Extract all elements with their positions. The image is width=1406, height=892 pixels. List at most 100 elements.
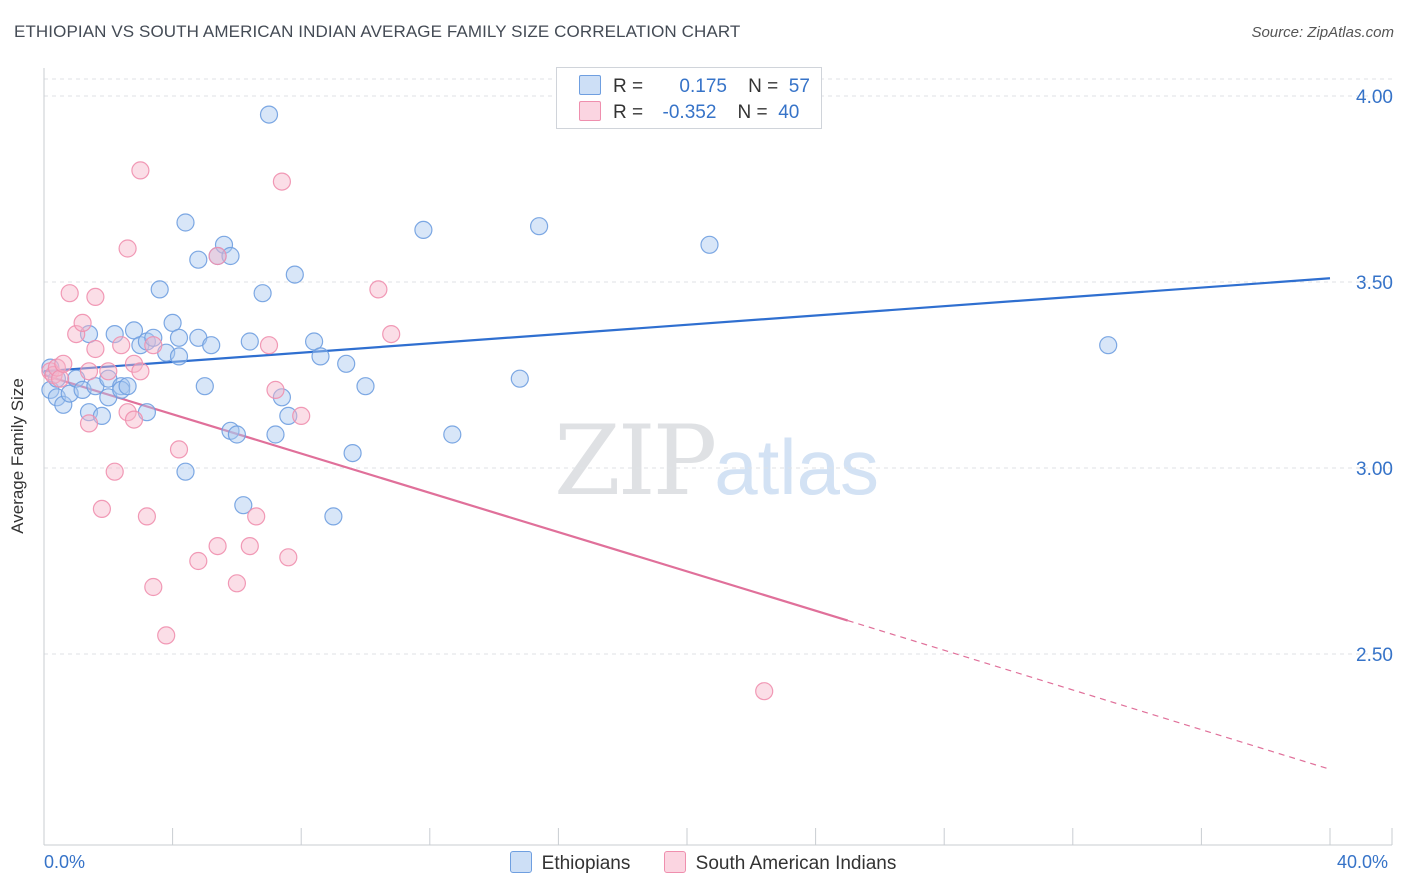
south-american-indians-point xyxy=(99,362,118,381)
ethiopians-point xyxy=(324,507,343,526)
n-value-ethiopians: 57 xyxy=(788,76,810,97)
south-american-indians-point xyxy=(755,682,774,701)
legend-row-south-american-indians: R = -0.352 N = 40 xyxy=(579,101,799,125)
south-american-indians-point xyxy=(369,280,388,299)
ethiopians-point xyxy=(443,425,462,444)
south-american-indians-point xyxy=(118,239,137,258)
legend-item-ethiopians: Ethiopians xyxy=(509,851,630,875)
n-label: N = xyxy=(737,102,768,123)
ethiopians-point xyxy=(202,336,221,355)
south-american-indians-point xyxy=(79,362,99,381)
south-american-indians-point xyxy=(92,499,112,518)
x-tick-label-max: 40.0% xyxy=(1337,852,1389,872)
y-axis-label: Average Family Size xyxy=(8,378,27,534)
south-american-indians-point xyxy=(131,161,150,180)
correlation-legend: R = 0.175 N = 57 R = -0.352 N = 40 xyxy=(556,67,822,129)
y-tick-label: 2.50 xyxy=(1356,645,1393,666)
legend-item-south-american-indians: South American Indians xyxy=(663,851,897,875)
ethiopians-point xyxy=(144,328,163,347)
ethiopians-point xyxy=(169,347,189,366)
ethiopians-trend-line xyxy=(43,277,1331,373)
ethiopians-point xyxy=(240,332,259,351)
ethiopians-point xyxy=(272,388,291,407)
south-american-indians-point xyxy=(60,284,79,303)
legend-row-ethiopians: R = 0.175 N = 57 xyxy=(579,75,810,99)
grid-layer xyxy=(44,78,1392,655)
ethiopians-point xyxy=(700,235,719,254)
legend-swatch-ethiopians xyxy=(509,851,532,873)
legend-swatch-ethiopians xyxy=(579,75,601,95)
r-label: R = xyxy=(613,102,644,123)
south-american-indians-point xyxy=(131,362,150,381)
south-american-indians-point xyxy=(240,536,259,556)
south-american-indians-point xyxy=(50,369,70,388)
r-value-south-american-indians: -0.352 xyxy=(662,102,717,123)
r-value-ethiopians: 0.175 xyxy=(679,76,727,97)
legend-swatch-south-american-indians xyxy=(579,101,601,121)
ethiopians-point xyxy=(169,328,189,347)
ethiopians-point xyxy=(176,213,195,232)
south-american-indians-point xyxy=(86,339,105,359)
south-american-indians-point xyxy=(272,172,291,191)
ethiopians-point xyxy=(356,377,375,396)
ethiopians-point xyxy=(337,354,356,373)
south-american-indians-point xyxy=(124,410,144,429)
ethiopians-point xyxy=(221,246,240,266)
ethiopians-point xyxy=(279,406,298,425)
source-label: Source: ZipAtlas.com xyxy=(1251,24,1394,41)
south-american-indians-point xyxy=(112,336,131,355)
south-american-indians-point xyxy=(54,354,73,373)
r-label: R = xyxy=(613,76,644,97)
y-tick-label: 3.50 xyxy=(1356,273,1393,294)
legend-swatch-south-american-indians xyxy=(663,851,686,873)
ethiopians-point xyxy=(189,250,208,269)
south-american-indians-point xyxy=(79,414,99,433)
south-american-indians-point xyxy=(124,354,144,373)
south-american-indians-point xyxy=(86,287,105,306)
ethiopians-point xyxy=(414,220,433,239)
points-layer xyxy=(41,105,1118,701)
south-american-indians-point xyxy=(144,336,163,355)
ethiopians-point xyxy=(1099,336,1118,355)
ethiopians-point xyxy=(227,425,246,444)
ethiopians-point xyxy=(105,325,124,344)
ethiopians-point xyxy=(234,496,253,515)
south-american-indians-point xyxy=(292,406,311,425)
legend-label-south-american-indians: South American Indians xyxy=(695,853,897,874)
ethiopians-point xyxy=(510,369,529,388)
south-american-indians-point xyxy=(144,577,163,597)
ethiopians-point xyxy=(529,217,549,236)
chart-title: ETHIOPIAN VS SOUTH AMERICAN INDIAN AVERA… xyxy=(14,22,741,41)
x-tick-label-min: 0.0% xyxy=(44,852,86,872)
south-american-indians-point xyxy=(279,548,298,567)
ethiopians-point xyxy=(176,462,195,481)
watermark-atlas: atlas xyxy=(714,423,879,511)
watermark-zip: ZIP xyxy=(554,405,717,517)
south-american-indians-point xyxy=(118,403,137,422)
series-legend: Ethiopians South American Indians xyxy=(0,851,1406,875)
watermark: ZIPatlas xyxy=(554,405,879,517)
ethiopians-point xyxy=(266,425,285,444)
south-american-indians-point xyxy=(105,462,124,481)
axis-layer xyxy=(43,68,1393,846)
south-american-indians-point xyxy=(208,246,227,266)
south-american-indians-point xyxy=(259,336,279,355)
ethiopians-point xyxy=(285,265,304,284)
ethiopians-point xyxy=(311,347,330,366)
ethiopians-point xyxy=(253,284,272,303)
south-american-indians-point xyxy=(266,380,285,399)
south-american-indians-point xyxy=(189,551,208,571)
ethiopians-point xyxy=(54,395,73,414)
south-american-indians-point xyxy=(169,440,189,459)
n-label: N = xyxy=(748,76,779,97)
n-value-south-american-indians: 40 xyxy=(778,102,800,123)
trend-layer xyxy=(43,277,1331,770)
ethiopians-point xyxy=(343,444,362,463)
ethiopians-point xyxy=(195,377,214,396)
south-american-indians-trend-line-extension xyxy=(847,619,1331,770)
ethiopians-point xyxy=(118,377,137,396)
y-tick-label: 4.00 xyxy=(1356,87,1393,108)
ethiopians-point xyxy=(150,280,169,299)
south-american-indians-point xyxy=(137,507,156,526)
ethiopians-point xyxy=(214,235,234,254)
